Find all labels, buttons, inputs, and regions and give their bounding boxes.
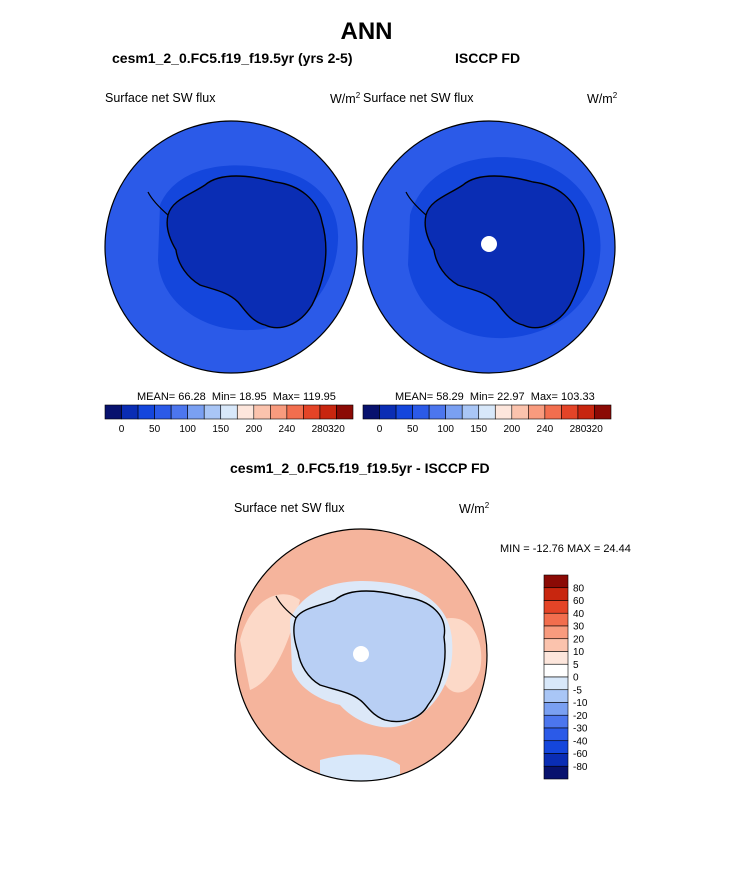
page-title: ANN — [340, 18, 393, 45]
diff-colorbar-tick: -30 — [573, 724, 588, 735]
diff-colorbar-tick: -10 — [573, 698, 588, 709]
diff-colorbar-box — [543, 663, 569, 678]
diff-colorbar-tick: 30 — [573, 622, 585, 633]
diff-colorbar-box — [543, 702, 569, 716]
diff-colorbar-tick: 20 — [573, 634, 585, 645]
left-colorbar-tick: 100 — [179, 424, 196, 435]
diff-minmax: MIN = -12.76 MAX = 24.44 — [500, 543, 631, 555]
right-colorbar-tick: 280 — [570, 424, 587, 435]
diff-colorbar-box — [543, 651, 569, 665]
diff-colorbar-box — [543, 612, 569, 627]
left-colorbar-tick: 50 — [149, 424, 161, 435]
left-variable-label: Surface net SW flux — [105, 91, 216, 105]
diff-map-light-region-3 — [320, 754, 400, 781]
left-map-antarctica — [166, 175, 327, 329]
diff-colorbar-tick: 5 — [573, 660, 579, 671]
diff-panel-title: cesm1_2_0.FC5.f19_f19.5yr - ISCCP FD — [230, 460, 490, 476]
right-units-label: W/m2 — [587, 91, 618, 107]
right-colorbar-box — [594, 404, 612, 420]
diff-colorbar-tick: -20 — [573, 711, 588, 722]
diff-units-label: W/m2 — [459, 501, 490, 517]
right-stats: MEAN= 58.29 Min= 22.97 Max= 103.33 — [395, 391, 595, 403]
diff-colorbar-tick: -40 — [573, 736, 588, 747]
diff-map-light-region-1 — [240, 594, 300, 690]
right-colorbar: 0 50 100 150 200 240 280 320 — [362, 404, 612, 435]
diff-colorbar-tick: -5 — [573, 685, 582, 696]
left-colorbar-tick: 280 — [312, 424, 329, 435]
diff-colorbar-tick: 80 — [573, 583, 585, 594]
right-colorbar-tick: 240 — [537, 424, 554, 435]
diff-colorbar-tick: 10 — [573, 647, 585, 658]
diff-colorbar-box — [543, 765, 569, 780]
right-map-antarctica — [424, 175, 585, 329]
right-colorbar-tick: 320 — [586, 424, 603, 435]
diff-colorbar-tick: -80 — [573, 762, 588, 773]
right-map-border — [362, 120, 616, 374]
right-colorbar-tick: 50 — [407, 424, 419, 435]
diff-colorbar-box — [543, 727, 569, 742]
diff-colorbar-box — [543, 600, 569, 614]
left-colorbar: 0 50 100 150 200 240 280 320 — [104, 404, 354, 435]
diff-map-peninsula — [275, 595, 297, 619]
left-colorbar-tick: 320 — [328, 424, 345, 435]
right-map-peninsula — [405, 191, 427, 216]
right-colorbar-tick: 150 — [470, 424, 487, 435]
left-stats: MEAN= 66.28 Min= 18.95 Max= 119.95 — [137, 391, 336, 403]
diff-colorbar-tick: 0 — [573, 673, 579, 684]
diff-colorbar-box — [543, 587, 569, 601]
left-colorbar-tick: 150 — [212, 424, 229, 435]
diff-colorbar-tick: -60 — [573, 749, 588, 760]
left-colorbar-tick: 200 — [245, 424, 262, 435]
right-colorbar-tick: 100 — [437, 424, 454, 435]
diff-colorbar-box — [543, 714, 569, 729]
diff-colorbar-box — [543, 689, 569, 703]
diff-colorbar-tick: 60 — [573, 596, 585, 607]
diff-colorbar-tick: 40 — [573, 609, 585, 620]
diff-map-border — [234, 528, 488, 782]
left-colorbar-box — [336, 404, 354, 420]
right-colorbar-tick: 200 — [503, 424, 520, 435]
right-panel-title: ISCCP FD — [455, 50, 521, 66]
left-units-label: W/m2 — [330, 91, 361, 107]
diff-colorbar-box — [543, 676, 569, 691]
diff-map-pole-hole — [353, 646, 369, 662]
diff-map-antarctica — [293, 590, 446, 723]
diff-variable-label: Surface net SW flux — [234, 501, 345, 515]
right-colorbar-tick: 0 — [377, 424, 383, 435]
right-variable-label: Surface net SW flux — [363, 91, 474, 105]
diff-colorbar-box — [543, 574, 569, 589]
left-map-peninsula — [147, 191, 169, 216]
left-map-border — [104, 120, 358, 374]
left-colorbar-tick: 240 — [279, 424, 296, 435]
right-map-pole-hole — [481, 236, 497, 252]
diff-colorbar-box — [543, 638, 569, 652]
left-panel-title: cesm1_2_0.FC5.f19_f19.5yr (yrs 2-5) — [112, 50, 353, 66]
left-colorbar-tick: 0 — [119, 424, 125, 435]
diff-colorbar-box — [543, 753, 569, 767]
diff-colorbar-box — [543, 740, 569, 754]
diff-colorbar-box — [543, 625, 569, 640]
